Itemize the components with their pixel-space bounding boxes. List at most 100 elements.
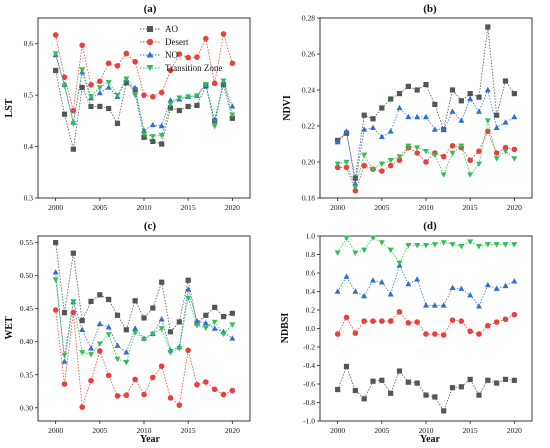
panel-d-point-desert [414,319,420,325]
panel-b-point-no [458,117,465,123]
panel-a-point-ao [79,84,85,91]
panel-c-point-no [194,318,200,324]
panel-a-point-desert [203,35,209,42]
panel-b-point-no [511,113,518,120]
panel-d-point-no [431,302,438,308]
panel-d-y-tick-label: -0.8 [303,398,315,407]
panel-a-point-desert [150,93,156,100]
panel-a-point-ao [176,107,182,114]
panel-b-point-transition-zone [370,167,376,173]
panel-c-point-ao [70,250,76,256]
panel-c-y-tick-label: 0.30 [20,403,33,412]
panel-b-point-transition-zone [502,149,509,155]
panel-a-point-transition-zone [141,132,147,138]
panel-a-y-tick-label: 0.6 [24,39,34,48]
legend-entry-desert: Desert [140,37,189,47]
panel-a-point-desert [97,78,103,85]
panel-c-point-desert [158,363,165,369]
panel-c-point-transition-zone [185,295,192,302]
panel-c-y-tick-label: 0.50 [20,271,33,280]
panel-c-point-transition-zone [79,350,86,356]
panel-d-point-no [458,285,465,291]
panel-a-x-tick-label: 2000 [48,203,63,212]
panel-b-x-tick-label: 2010 [419,203,434,212]
panel-d-point-ao [511,377,517,383]
panel-d-point-ao [370,378,376,384]
panel-a-y-axis-label: LST [4,98,15,117]
panel-c-point-no [61,358,68,364]
panel-a-point-transition-zone [96,85,103,91]
panel-c-point-transition-zone [194,322,200,329]
panel-d-point-transition-zone [414,243,421,249]
panel-b-point-ao [511,91,517,97]
legend-label-ao: AO [165,24,178,34]
panel-c-point-transition-zone [52,277,59,283]
panel-d-point-transition-zone [484,242,491,248]
panel-b-point-desert [414,150,420,156]
panel-a-point-transition-zone [185,94,192,100]
panel-b-point-desert [352,188,359,194]
panel-c: (c) WET Year 2000 2005 2010 2015 2020 0.30 0.3… [4,220,251,445]
panel-b-y-tick-label: 0.26 [302,50,315,59]
panel-b-point-no [493,124,500,130]
panel-c-point-ao [79,317,85,324]
panel-d-point-ao [405,379,411,385]
panel-d-point-desert [449,317,456,323]
panel-d-point-desert [458,318,465,324]
panel-d-x-tick-label: 2005 [374,426,389,435]
panel-d-point-desert [334,331,341,337]
panel-d-point-ao [414,380,420,386]
panel-c-point-transition-zone [96,341,103,347]
panel-d-point-transition-zone [431,242,438,248]
panel-b-point-no [361,126,368,132]
panel-c-point-desert [150,374,156,381]
panel-a-point-no [141,127,147,133]
panel-c-point-transition-zone [61,352,68,359]
panel-d-point-no [414,276,421,282]
panel-b-point-ao [485,24,491,30]
panel-b-point-no [378,133,385,139]
panel-c-point-transition-zone [149,331,156,337]
panel-d-point-desert [343,314,350,321]
panel-d-point-desert [467,328,473,335]
panel-a-point-transition-zone [167,101,174,108]
panel-b-point-no [440,126,447,132]
panel-c-point-no [52,269,59,275]
panel-b-point-transition-zone [352,185,359,191]
panel-b-point-ao [379,105,385,111]
panel-a-point-transition-zone [123,76,130,82]
panel-d-point-transition-zone [370,235,376,242]
panel-b-point-ao [476,94,482,100]
panel-b-point-transition-zone [387,158,394,164]
panel-b-point-no [370,124,376,130]
panel-d-y-tick-label: 0.2 [306,306,316,315]
panel-a-point-desert [132,58,138,65]
panel-d-point-transition-zone [378,240,385,246]
panel-d-point-desert [352,330,359,336]
panel-a-point-ao [61,111,68,117]
panel-c-point-ao [212,304,218,310]
panel-d-point-desert [432,331,438,337]
panel-b-series-line-no [337,88,515,184]
panel-a-series-line-desert [55,33,233,111]
panel-c-point-transition-zone [202,325,209,332]
panel-d-point-ao [441,408,447,414]
panel-b-y-tick-label: 0.24 [302,86,315,95]
panel-c-point-desert [194,381,200,388]
panel-b-point-ao [467,91,473,97]
panel-c-point-desert [176,402,183,408]
panel-d-point-desert [379,318,385,324]
panel-a-point-desert [114,63,121,69]
panel-d-point-transition-zone [467,239,474,245]
panel-c-point-no [123,349,130,355]
legend-entry-no: NO [140,50,178,60]
panel-b-point-transition-zone [396,154,403,160]
panel-b-title: (b) [423,3,437,15]
panel-d-y-axis-label: NDBSI [280,313,291,344]
panel-a-point-no [167,97,174,103]
panel-a-point-transition-zone [149,134,156,140]
panel-b: (b) NDVI 2000 2005 2010 2015 2020 0.18 0.20 0.2… [282,3,533,212]
panel-c-y-tick-label: 0.55 [20,238,33,247]
panel-d-point-transition-zone [396,260,403,267]
panel-a-point-ao [194,102,200,109]
